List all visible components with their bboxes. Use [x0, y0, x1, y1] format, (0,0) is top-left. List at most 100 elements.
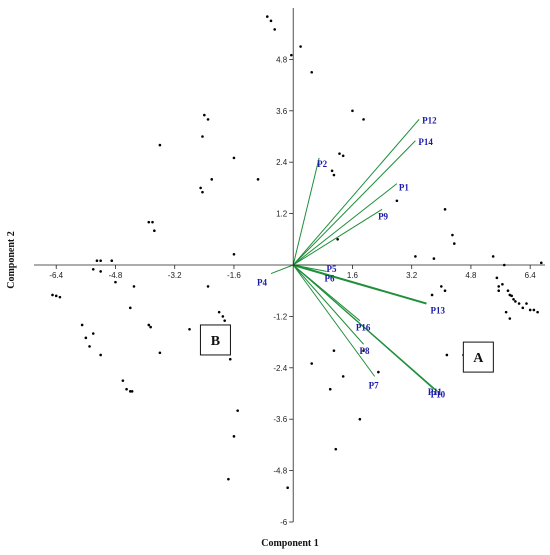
vector-label-p10: P10: [431, 389, 446, 399]
y-tick-label-7: 3.6: [276, 107, 288, 116]
vector-label-p11: P11: [428, 387, 443, 397]
y-tick-label-0: -6: [280, 518, 288, 527]
data-point-13: [203, 113, 206, 117]
y-tick-label-2: -3.6: [273, 415, 287, 424]
vector-label-p12: P12: [422, 115, 437, 125]
data-point-47: [221, 315, 225, 318]
group-box-a: [462, 341, 494, 373]
data-point-76: [445, 353, 449, 357]
data-point-78: [491, 255, 495, 258]
x-tick-label-0: -6.4: [49, 271, 63, 280]
data-point-67: [395, 199, 399, 203]
data-point-39: [88, 345, 91, 348]
data-point-9: [341, 154, 345, 158]
x-tick-label-4: 1.6: [347, 271, 359, 280]
data-point-51: [125, 387, 128, 391]
data-point-26: [95, 259, 99, 263]
data-point-83: [501, 282, 504, 286]
vector-p16: [292, 264, 361, 322]
data-point-63: [341, 375, 345, 378]
data-point-48: [223, 319, 226, 322]
data-point-35: [132, 285, 136, 288]
vector-layer: [270, 119, 438, 392]
y-tick-label-3: -2.4: [273, 364, 287, 373]
data-point-31: [51, 293, 54, 297]
data-point-37: [84, 336, 88, 340]
data-point-86: [510, 294, 513, 298]
data-point-5: [310, 70, 314, 74]
data-point-54: [228, 357, 232, 361]
data-point-49: [206, 285, 210, 288]
data-point-92: [528, 308, 532, 312]
data-point-14: [206, 118, 210, 121]
x-tick-label-7: 6.4: [525, 271, 537, 280]
data-point-74: [443, 289, 447, 293]
data-point-36: [80, 323, 84, 327]
vector-label-p14: P14: [418, 137, 433, 147]
vector-label-p9: P9: [378, 211, 388, 221]
data-point-75: [430, 293, 434, 297]
data-point-52: [128, 390, 132, 393]
data-point-62: [377, 370, 380, 374]
points-layer: [51, 15, 543, 490]
data-point-32: [54, 294, 58, 298]
vector-p2: [292, 157, 320, 266]
data-point-34: [114, 280, 117, 284]
group-label-a: A: [473, 351, 484, 366]
data-point-29: [99, 270, 102, 273]
vector-label-p5: P5: [327, 264, 337, 274]
x-tick-label-3: -1.6: [227, 271, 241, 280]
vector-p4: [270, 264, 294, 275]
data-point-72: [452, 242, 456, 245]
data-point-50: [121, 379, 125, 382]
x-axis-title: Component 1: [261, 538, 319, 549]
data-point-42: [147, 323, 151, 327]
data-point-15: [201, 135, 204, 138]
data-point-2: [273, 28, 276, 31]
data-point-44: [158, 351, 162, 355]
data-point-61: [362, 349, 365, 352]
data-point-25: [336, 238, 339, 241]
x-tick-label-6: 4.8: [465, 271, 477, 280]
y-tick-label-5: 1.2: [276, 210, 288, 219]
data-point-59: [310, 362, 314, 365]
data-point-46: [217, 310, 221, 314]
data-point-93: [532, 308, 536, 312]
data-point-38: [91, 332, 95, 335]
data-point-55: [236, 409, 239, 412]
data-point-3: [290, 53, 293, 57]
vector-p1: [292, 183, 398, 266]
data-point-21: [147, 220, 151, 224]
data-point-56: [232, 435, 236, 438]
data-point-65: [334, 447, 338, 451]
vector-label-p1: P1: [399, 183, 409, 193]
vector-p11: [292, 264, 435, 390]
data-point-33: [58, 295, 62, 299]
data-point-8: [338, 152, 341, 155]
data-point-73: [440, 285, 443, 288]
data-point-79: [502, 263, 506, 267]
data-point-16: [232, 156, 236, 160]
y-tick-label-6: 2.4: [276, 158, 288, 167]
axes-layer: -6.4 -4.8 -3.2 -1.6 1.6 3.2 4.8 6.4 -6 -4.8 -3.6 -2…: [34, 8, 545, 527]
data-point-84: [506, 289, 510, 293]
x-tick-label-5: 3.2: [406, 271, 418, 280]
vector-p9: [292, 208, 383, 266]
data-point-91: [525, 302, 528, 305]
y-axis-title: Component 2: [6, 231, 17, 289]
data-point-64: [328, 387, 332, 391]
data-point-88: [514, 300, 517, 303]
vector-label-p16: P16: [356, 323, 371, 333]
data-point-66: [358, 417, 362, 421]
data-point-28: [91, 267, 95, 271]
vector-label-p2: P2: [317, 159, 327, 169]
data-point-70: [443, 208, 447, 211]
data-point-1: [269, 19, 273, 23]
data-point-69: [432, 257, 436, 260]
data-point-80: [495, 276, 499, 280]
group-label-b: B: [211, 334, 220, 349]
data-point-97: [539, 261, 543, 265]
data-point-94: [536, 310, 539, 314]
y-tick-label-4: -1.2: [273, 312, 287, 321]
